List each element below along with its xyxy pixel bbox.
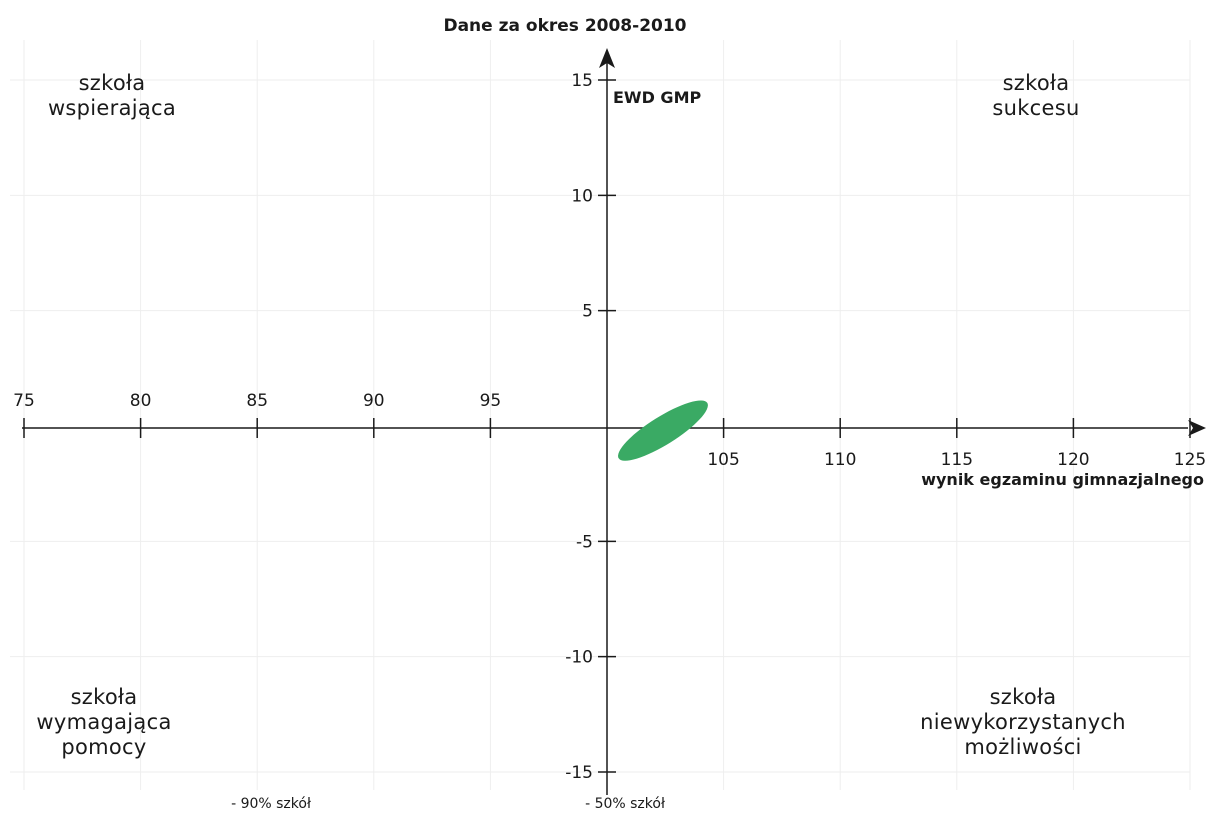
y-tick-label: -10 <box>565 648 593 668</box>
quadrant-label-top-right: sukcesu <box>992 96 1079 120</box>
x-tick-label: 80 <box>130 391 152 411</box>
x-tick-label: 120 <box>1057 450 1089 470</box>
y-tick-label: 5 <box>582 302 593 322</box>
quadrant-label-bottom-left: pomocy <box>61 735 146 759</box>
chart-title: Dane za okres 2008-2010 <box>443 16 686 36</box>
y-tick-label: -15 <box>565 763 593 783</box>
x-tick-label: 75 <box>13 391 35 411</box>
x-axis-arrow <box>1188 420 1206 436</box>
y-tick-label: 15 <box>571 71 593 91</box>
x-tick-label: 95 <box>480 391 502 411</box>
y-tick-label: 10 <box>571 186 593 206</box>
quadrant-label-bottom-right: niewykorzystanych <box>920 710 1126 734</box>
footer-note-90: - 90% szkół <box>231 796 311 812</box>
y-axis-label: EWD GMP <box>613 88 701 107</box>
quadrant-label-bottom-left: szkoła <box>71 685 138 709</box>
x-tick-label: 90 <box>363 391 385 411</box>
quadrant-label-top-right: szkoła <box>1003 71 1070 95</box>
y-tick-label: -5 <box>576 532 593 552</box>
x-axis-label: wynik egzaminu gimnazjalnego <box>921 470 1204 489</box>
y-axis-arrow <box>599 48 615 68</box>
quadrant-label-top-left: wspierająca <box>48 96 176 120</box>
quadrant-label-top-left: szkoła <box>79 71 146 95</box>
x-tick-label: 125 <box>1174 450 1206 470</box>
quadrant-label-bottom-right: możliwości <box>964 735 1081 759</box>
quadrant-label-bottom-right: szkoła <box>990 685 1057 709</box>
x-tick-label: 85 <box>246 391 268 411</box>
x-tick-label: 105 <box>707 450 739 470</box>
quadrant-label-bottom-left: wymagająca <box>36 710 171 734</box>
footer-note-50: - 50% szkół <box>585 796 665 812</box>
x-tick-label: 110 <box>824 450 856 470</box>
confidence-ellipse <box>618 400 708 461</box>
x-tick-label: 115 <box>941 450 973 470</box>
